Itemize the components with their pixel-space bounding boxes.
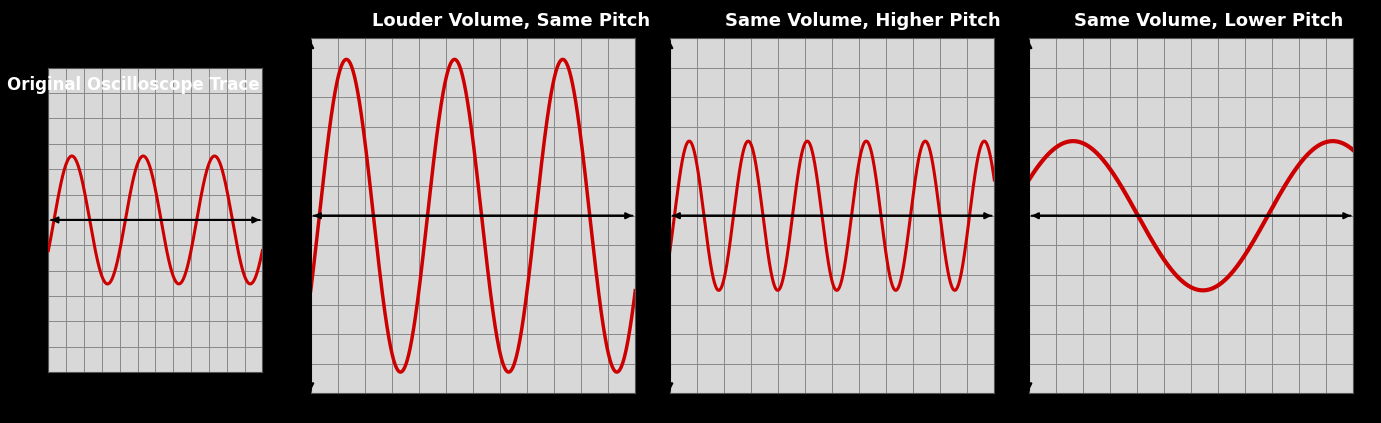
Text: Same Volume, Lower Pitch: Same Volume, Lower Pitch [1074, 12, 1342, 30]
Text: Original Oscilloscope Trace: Original Oscilloscope Trace [7, 76, 260, 94]
Text: Louder Volume, Same Pitch: Louder Volume, Same Pitch [371, 12, 650, 30]
Text: Same Volume, Higher Pitch: Same Volume, Higher Pitch [725, 12, 1001, 30]
